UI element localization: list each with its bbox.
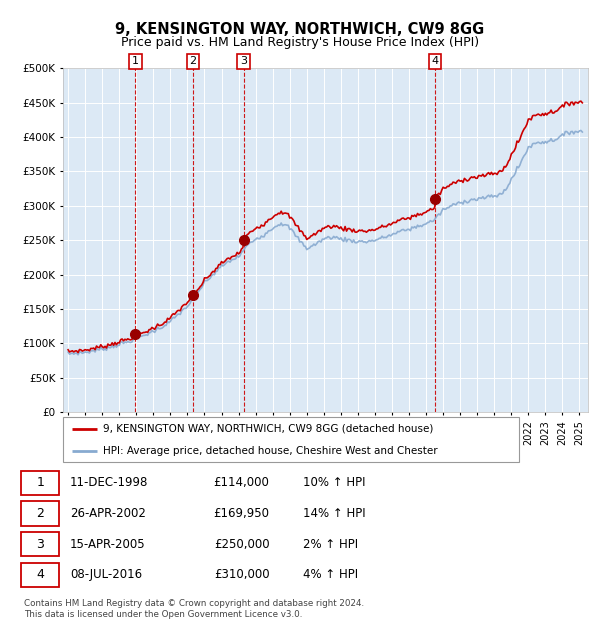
Text: 3: 3 — [36, 538, 44, 551]
Text: 15-APR-2005: 15-APR-2005 — [70, 538, 145, 551]
Text: 08-JUL-2016: 08-JUL-2016 — [70, 569, 142, 582]
Text: 2: 2 — [36, 507, 44, 520]
Text: 14% ↑ HPI: 14% ↑ HPI — [303, 507, 365, 520]
Text: 26-APR-2002: 26-APR-2002 — [70, 507, 146, 520]
FancyBboxPatch shape — [63, 417, 519, 462]
Text: Contains HM Land Registry data © Crown copyright and database right 2024.
This d: Contains HM Land Registry data © Crown c… — [24, 600, 364, 619]
Text: 2% ↑ HPI: 2% ↑ HPI — [303, 538, 358, 551]
Text: £310,000: £310,000 — [214, 569, 269, 582]
Text: Price paid vs. HM Land Registry's House Price Index (HPI): Price paid vs. HM Land Registry's House … — [121, 36, 479, 49]
Text: 4% ↑ HPI: 4% ↑ HPI — [303, 569, 358, 582]
Text: 3: 3 — [240, 56, 247, 66]
Text: £250,000: £250,000 — [214, 538, 269, 551]
Text: HPI: Average price, detached house, Cheshire West and Chester: HPI: Average price, detached house, Ches… — [103, 446, 438, 456]
Text: 10% ↑ HPI: 10% ↑ HPI — [303, 476, 365, 489]
Text: 4: 4 — [431, 56, 439, 66]
Text: 2: 2 — [190, 56, 196, 66]
Text: £169,950: £169,950 — [214, 507, 269, 520]
Text: £114,000: £114,000 — [214, 476, 269, 489]
FancyBboxPatch shape — [21, 501, 59, 526]
Text: 9, KENSINGTON WAY, NORTHWICH, CW9 8GG: 9, KENSINGTON WAY, NORTHWICH, CW9 8GG — [115, 22, 485, 37]
FancyBboxPatch shape — [21, 562, 59, 587]
FancyBboxPatch shape — [21, 471, 59, 495]
Text: 1: 1 — [132, 56, 139, 66]
Text: 1: 1 — [36, 476, 44, 489]
Text: 4: 4 — [36, 569, 44, 582]
Text: 9, KENSINGTON WAY, NORTHWICH, CW9 8GG (detached house): 9, KENSINGTON WAY, NORTHWICH, CW9 8GG (d… — [103, 424, 434, 434]
FancyBboxPatch shape — [21, 532, 59, 557]
Text: 11-DEC-1998: 11-DEC-1998 — [70, 476, 148, 489]
